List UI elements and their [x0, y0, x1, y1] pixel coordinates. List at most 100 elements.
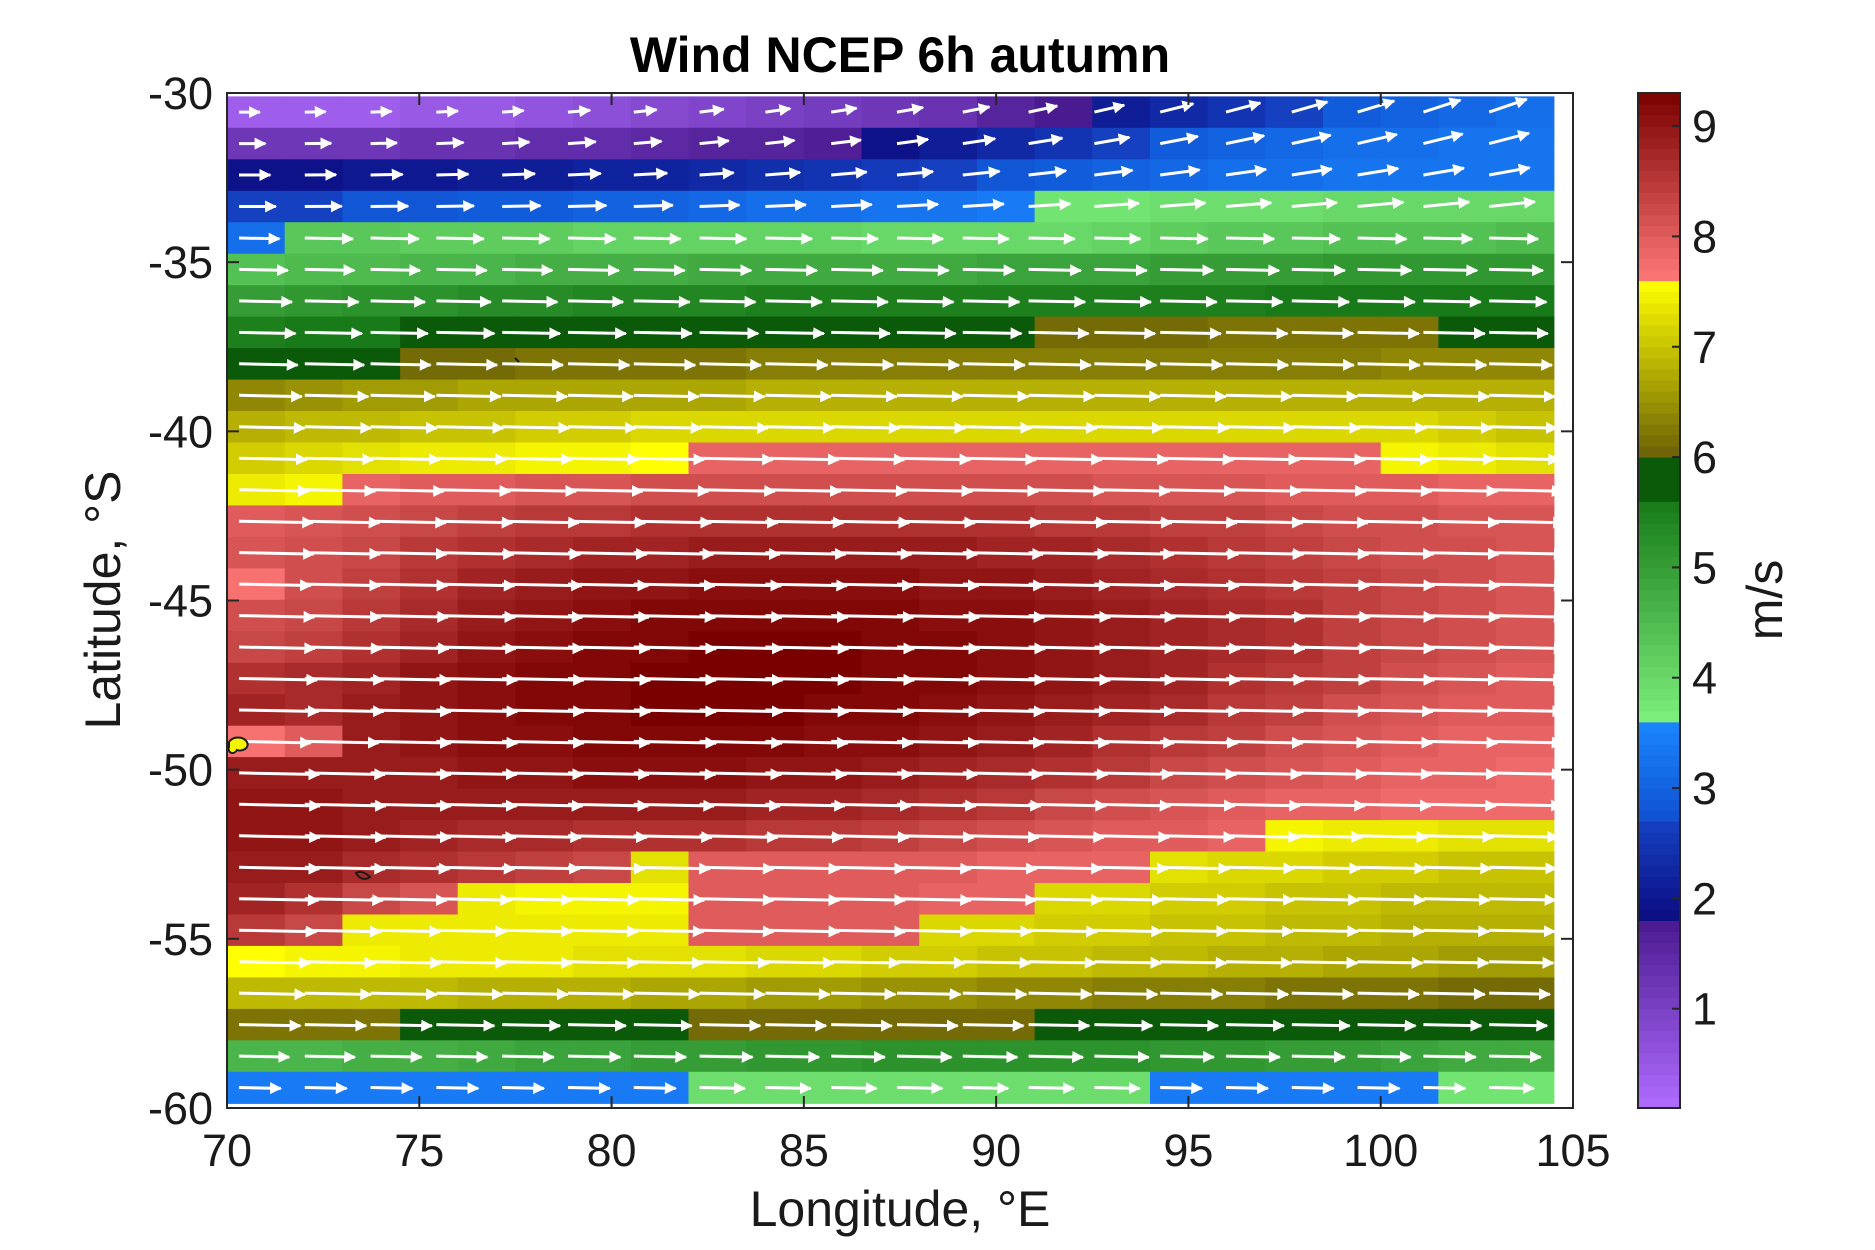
wind-vector — [1423, 610, 1501, 623]
heatmap-cell — [1323, 96, 1382, 129]
colorbar-band — [1638, 688, 1680, 701]
colorbar-band — [1638, 721, 1680, 734]
wind-vector — [304, 484, 377, 497]
colorbar-band — [1638, 225, 1680, 237]
wind-vector — [1160, 925, 1229, 938]
wind-vector — [1028, 327, 1090, 340]
heatmap-cell — [1380, 127, 1439, 160]
heatmap-cell — [976, 127, 1036, 160]
heatmap-cell — [1438, 190, 1497, 223]
wind-vector — [765, 831, 845, 844]
heatmap-cell — [1150, 96, 1209, 129]
colorbar-tick-label: 5 — [1692, 542, 1717, 593]
wind-vector — [1489, 925, 1556, 938]
colorbar-band — [1638, 699, 1680, 712]
wind-vector — [1489, 799, 1563, 812]
heatmap-cell — [515, 96, 574, 129]
wind-vector — [502, 390, 569, 403]
colorbar-tick-label: 6 — [1692, 432, 1717, 483]
colorbar-band — [1638, 390, 1680, 403]
wind-vector — [633, 199, 674, 212]
wind-vector — [1094, 295, 1153, 308]
wind-vector — [1489, 1019, 1549, 1032]
wind-vector — [370, 484, 446, 497]
wind-vector — [304, 421, 373, 434]
wind-vector — [896, 799, 978, 812]
wind-vector — [1094, 232, 1142, 245]
colorbar-band — [1638, 743, 1680, 756]
colorbar-band — [1638, 589, 1680, 602]
wind-vector — [238, 988, 307, 1001]
wind-vector — [765, 893, 841, 906]
wind-vector — [436, 484, 512, 497]
wind-vector — [1160, 197, 1207, 210]
wind-vector — [1357, 421, 1428, 434]
wind-vector — [1423, 988, 1486, 1001]
wind-vector — [1357, 390, 1425, 403]
wind-vector — [1423, 197, 1471, 210]
wind-vector — [962, 166, 1001, 179]
wind-vector — [502, 988, 569, 1001]
wind-vector — [962, 799, 1043, 812]
wind-vector — [1094, 925, 1164, 938]
wind-vector — [238, 421, 306, 434]
colorbar-band — [1638, 424, 1680, 436]
wind-vector — [1160, 768, 1238, 781]
wind-vector — [304, 736, 380, 749]
wind-vector — [1291, 164, 1333, 177]
wind-vector — [1357, 956, 1424, 969]
wind-vector — [238, 516, 315, 529]
wind-vectors — [238, 97, 1566, 1095]
wind-vector — [1159, 132, 1199, 146]
wind-vector — [831, 135, 863, 148]
wind-vector — [304, 705, 385, 718]
heatmap-cell — [1207, 127, 1266, 160]
colorbar-band — [1638, 710, 1680, 723]
wind-vector — [1028, 166, 1068, 178]
wind-vector — [1357, 862, 1427, 875]
wind-vector — [1291, 1082, 1335, 1095]
wind-vector — [238, 1082, 282, 1095]
wind-vector — [699, 862, 775, 875]
colorbar-band — [1638, 214, 1680, 226]
plot-area: 70 75 80 85 90 95 100 105 -30 -35 -40 -45 -50 -55 -60 — [148, 68, 1611, 1176]
colorbar-band — [1638, 898, 1680, 910]
wind-vector — [1357, 610, 1436, 623]
colorbar-band — [1638, 821, 1680, 833]
wind-vector — [1357, 830, 1429, 843]
wind-vector — [304, 390, 370, 403]
wind-vector — [1489, 358, 1554, 371]
wind-vector — [962, 421, 1033, 434]
wind-vector — [370, 168, 404, 181]
colorbar-ticks: 1 2 3 4 5 6 7 8 9 — [1672, 101, 1717, 1035]
wind-vector — [1489, 421, 1559, 434]
wind-vector — [304, 547, 382, 560]
wind-vector — [962, 831, 1041, 844]
colorbar-band — [1638, 755, 1680, 767]
wind-vector — [1094, 516, 1174, 529]
wind-vector — [633, 453, 706, 466]
wind-vector — [1225, 736, 1304, 749]
colorbar-band — [1638, 1041, 1680, 1054]
heatmap-cell — [1034, 96, 1093, 129]
colorbar-band — [1638, 567, 1680, 579]
wind-vector — [1094, 1050, 1150, 1063]
wind-vector — [238, 264, 289, 277]
wind-vector — [1094, 421, 1164, 434]
wind-vector — [502, 516, 581, 529]
wind-vector — [699, 925, 775, 938]
wind-vector — [502, 295, 559, 308]
colorbar-band — [1638, 611, 1680, 624]
wind-vector — [1489, 453, 1561, 466]
wind-vector — [962, 893, 1038, 906]
colorbar-band — [1638, 666, 1680, 679]
colorbar-band — [1638, 159, 1680, 171]
wind-vector — [962, 390, 1030, 403]
heatmap-cell — [1150, 159, 1209, 192]
x-axis-ticks: 70 75 80 85 90 95 100 105 — [202, 93, 1611, 1176]
colorbar-band — [1638, 468, 1680, 480]
wind-vector — [1225, 264, 1281, 277]
wind-vector — [896, 295, 955, 308]
wind-vector — [1094, 133, 1131, 146]
wind-vector — [1160, 705, 1241, 718]
